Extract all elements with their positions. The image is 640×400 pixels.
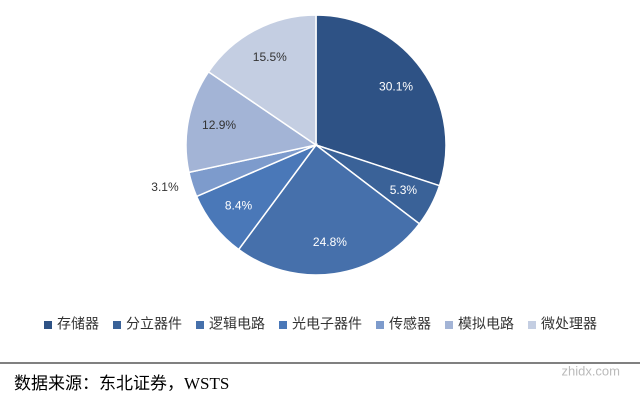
pie-slice [237, 143, 421, 276]
legend-label: 逻辑电路 [209, 316, 265, 332]
data-label: 5.3% [390, 183, 418, 197]
data-label: 24.8% [313, 235, 347, 249]
legend-swatch [279, 321, 287, 329]
legend-swatch [113, 321, 121, 329]
legend-swatch [528, 321, 536, 329]
legend-label: 分立器件 [126, 316, 182, 332]
legend-swatch [44, 321, 52, 329]
legend-swatch [376, 321, 384, 329]
data-label: 12.9% [202, 118, 236, 132]
legend-label: 光电子器件 [292, 316, 362, 332]
pie-slice [315, 14, 447, 187]
legend-swatch [196, 321, 204, 329]
legend-label: 存储器 [57, 316, 99, 332]
legend-label: 传感器 [389, 316, 431, 332]
data-label: 30.1% [379, 79, 413, 93]
data-label: 15.5% [253, 50, 287, 64]
watermark: zhidx.com [561, 363, 620, 378]
pie-slice [207, 14, 317, 147]
source-note: 数据来源：东北证券，WSTS [14, 374, 229, 393]
legend-label: 模拟电路 [458, 316, 514, 332]
data-label: 8.4% [225, 199, 253, 213]
legend-swatch [445, 321, 453, 329]
legend-label: 微处理器 [541, 316, 597, 332]
pie-slice [185, 70, 318, 174]
data-label: 3.1% [151, 180, 179, 194]
